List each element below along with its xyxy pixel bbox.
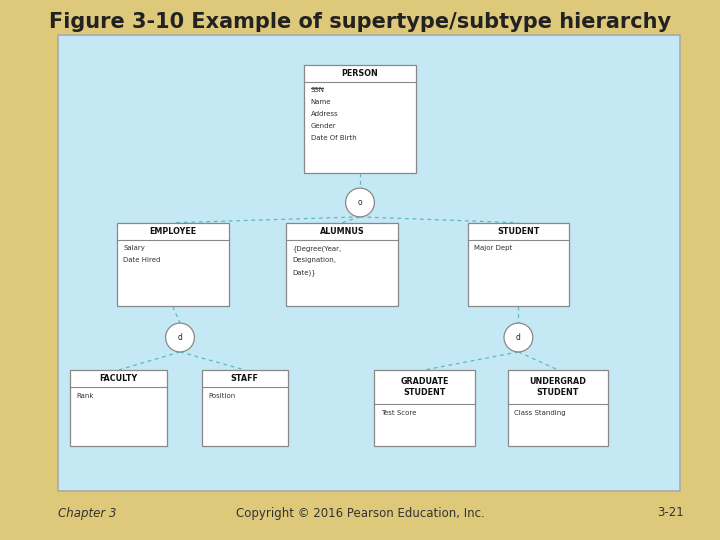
FancyBboxPatch shape <box>304 65 416 173</box>
FancyBboxPatch shape <box>374 370 475 446</box>
Text: GRADUATE
STUDENT: GRADUATE STUDENT <box>400 377 449 397</box>
Text: FACULTY: FACULTY <box>99 374 138 383</box>
Text: d: d <box>516 333 521 342</box>
Text: Salary: Salary <box>124 245 145 252</box>
Text: Designation,: Designation, <box>292 258 337 264</box>
Ellipse shape <box>166 323 194 352</box>
Text: Copyright © 2016 Pearson Education, Inc.: Copyright © 2016 Pearson Education, Inc. <box>235 507 485 519</box>
Text: ALUMNUS: ALUMNUS <box>320 227 364 236</box>
FancyBboxPatch shape <box>287 222 397 306</box>
FancyBboxPatch shape <box>468 222 569 306</box>
Text: PERSON: PERSON <box>341 69 379 78</box>
Text: Figure 3-10 Example of supertype/subtype hierarchy: Figure 3-10 Example of supertype/subtype… <box>49 11 671 32</box>
Text: SSN: SSN <box>311 87 325 93</box>
FancyBboxPatch shape <box>117 222 229 306</box>
Text: Gender: Gender <box>311 123 336 129</box>
Ellipse shape <box>504 323 533 352</box>
Text: STUDENT: STUDENT <box>498 227 539 236</box>
FancyBboxPatch shape <box>71 370 167 446</box>
Text: Name: Name <box>311 99 331 105</box>
Text: Date Hired: Date Hired <box>124 258 161 264</box>
FancyBboxPatch shape <box>508 370 608 446</box>
Text: Rank: Rank <box>76 393 94 399</box>
Text: o: o <box>358 198 362 207</box>
FancyBboxPatch shape <box>58 35 680 491</box>
Text: Class Standing: Class Standing <box>514 410 566 416</box>
Text: d: d <box>178 333 182 342</box>
Text: STAFF: STAFF <box>231 374 258 383</box>
Text: Position: Position <box>208 393 235 399</box>
Text: Address: Address <box>311 111 338 117</box>
Text: Test Score: Test Score <box>381 410 416 416</box>
Ellipse shape <box>346 188 374 217</box>
Text: Chapter 3: Chapter 3 <box>58 507 116 519</box>
Text: 3-21: 3-21 <box>657 507 684 519</box>
Text: EMPLOYEE: EMPLOYEE <box>149 227 197 236</box>
Text: UNDERGRAD
STUDENT: UNDERGRAD STUDENT <box>530 377 586 397</box>
Text: Date)}: Date)} <box>292 269 316 276</box>
Text: Date Of Birth: Date Of Birth <box>311 135 356 141</box>
FancyBboxPatch shape <box>202 370 288 446</box>
Text: Major Dept: Major Dept <box>474 245 513 252</box>
Text: {Degree(Year,: {Degree(Year, <box>292 245 342 252</box>
